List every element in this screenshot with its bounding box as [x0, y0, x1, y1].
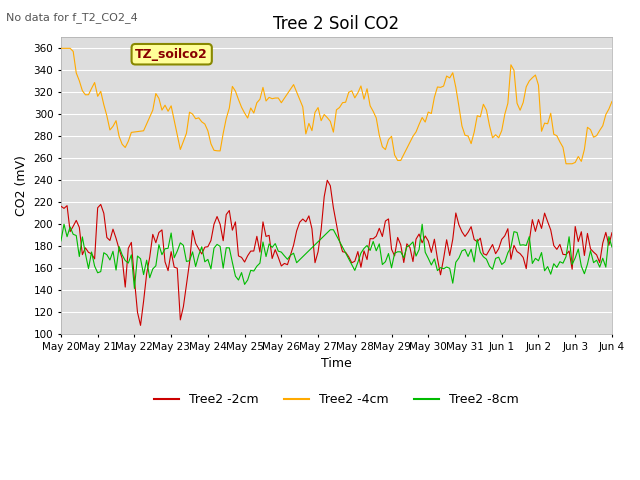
X-axis label: Time: Time — [321, 357, 352, 371]
Title: Tree 2 Soil CO2: Tree 2 Soil CO2 — [273, 15, 399, 33]
Legend: Tree2 -2cm, Tree2 -4cm, Tree2 -8cm: Tree2 -2cm, Tree2 -4cm, Tree2 -8cm — [150, 388, 524, 411]
Text: TZ_soilco2: TZ_soilco2 — [135, 48, 208, 61]
Y-axis label: CO2 (mV): CO2 (mV) — [15, 156, 28, 216]
Text: No data for f_T2_CO2_4: No data for f_T2_CO2_4 — [6, 12, 138, 23]
